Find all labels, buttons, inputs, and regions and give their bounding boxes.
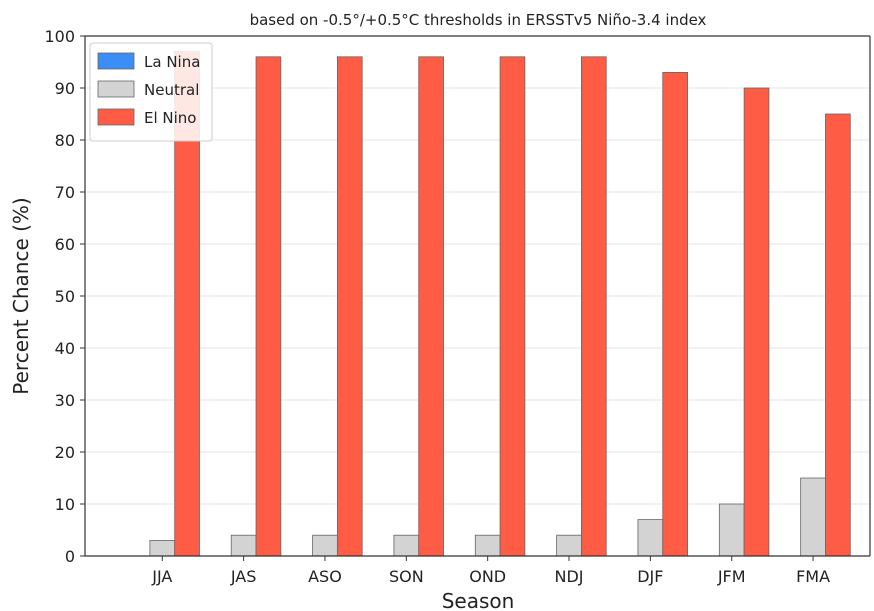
bar-neutral-fma [800,477,826,557]
bar-neutral-jfm [718,503,745,557]
y-tick-label-50: 50 [55,287,75,306]
legend-label-el-nino: El Nino [144,109,197,127]
bars [149,51,851,557]
x-tick-label-jas: JAS [230,567,257,586]
y-tick-label-40: 40 [55,339,75,358]
y-tick-label-0: 0 [65,547,75,566]
bar-neutral-ndj [556,534,582,557]
legend-label-la-nina: La Nina [144,53,200,71]
legend: La Nina Neutral El Nino [89,42,213,142]
bar-el-nino-aso [336,56,363,557]
chart-title: based on -0.5°/+0.5°C thresholds in ERSS… [250,11,707,29]
bar-el-nino-jas [255,56,282,557]
y-tick-label-10: 10 [55,495,75,514]
bar-neutral-jja [149,540,176,557]
x-axis-label: Season [442,589,515,611]
x-tick-label-son: SON [389,567,424,586]
y-tick-label-80: 80 [55,131,75,150]
bar-neutral-jas [230,534,257,557]
bar-neutral-son [393,534,420,557]
grid-lines [85,87,870,505]
y-tick-labels: 0 10 20 30 40 50 60 70 80 90 100 [44,27,85,566]
y-tick-label-90: 90 [55,79,75,98]
bar-el-nino-jfm [743,87,770,557]
legend-swatch-la-nina [97,52,135,70]
x-tick-label-ndj: NDJ [555,567,584,586]
x-tick-labels: JJA JAS ASO SON OND NDJ DJF JFM FMA [151,556,830,586]
x-tick-label-fma: FMA [796,567,830,586]
bar-neutral-djf [637,519,664,557]
x-tick-label-ond: OND [469,567,506,586]
bar-el-nino-ond [499,56,526,557]
x-tick-label-jja: JJA [151,567,172,586]
y-tick-label-100: 100 [44,27,75,46]
bar-el-nino-djf [662,72,688,557]
legend-swatch-neutral [97,80,135,98]
bar-neutral-ond [474,534,501,557]
x-tick-label-jfm: JFM [717,567,746,586]
legend-swatch-el-nino [97,108,135,126]
y-tick-label-30: 30 [55,391,75,410]
bar-neutral-aso [312,534,338,557]
x-tick-label-djf: DJF [637,567,663,586]
bar-el-nino-ndj [581,56,607,557]
y-tick-label-20: 20 [55,443,75,462]
y-axis-label: Percent Chance (%) [9,197,33,394]
legend-label-neutral: Neutral [144,81,199,99]
y-tick-label-60: 60 [55,235,75,254]
y-tick-label-70: 70 [55,183,75,202]
x-tick-label-aso: ASO [308,567,342,586]
bar-el-nino-fma [825,113,851,557]
bar-el-nino-son [418,56,444,557]
